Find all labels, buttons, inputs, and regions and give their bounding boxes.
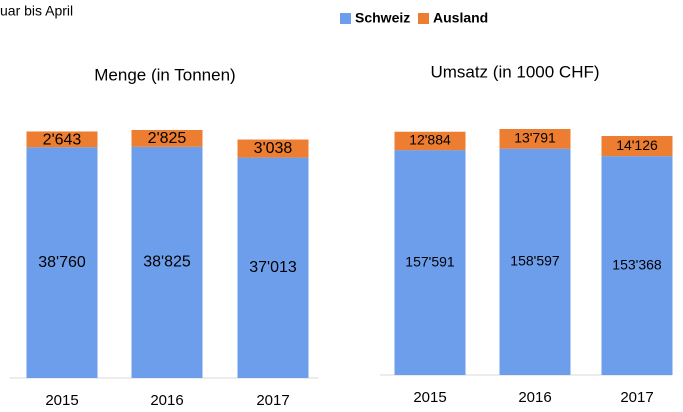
chart-title: Menge (in Tonnen): [94, 65, 235, 84]
data-label: 153'368: [612, 256, 662, 272]
data-label: 2'643: [43, 132, 82, 149]
legend-swatch: [418, 13, 429, 24]
legend-label: Schweiz: [355, 10, 410, 26]
data-label: 157'591: [405, 253, 455, 269]
x-tick-label: 2017: [620, 389, 653, 406]
data-label: 38'760: [38, 254, 86, 271]
bar-segment: [394, 150, 466, 375]
x-tick-label: 2017: [256, 392, 289, 409]
bar-segment: [394, 131, 466, 151]
data-label: 2'825: [148, 130, 187, 147]
bar-segment: [131, 130, 203, 147]
bar-segment: [601, 135, 673, 157]
chart-title: Umsatz (in 1000 CHF): [430, 62, 599, 81]
legend-label: Ausland: [433, 10, 488, 26]
data-label: 13'791: [514, 130, 556, 146]
bar-segment: [499, 148, 571, 375]
bar-segment: [131, 146, 203, 378]
bar-segment: [499, 129, 571, 149]
caption: uar bis April: [0, 3, 73, 19]
x-tick-label: 2016: [150, 392, 183, 409]
bar-segment: [26, 147, 98, 378]
data-label: 12'884: [409, 132, 451, 148]
x-tick-label: 2015: [413, 389, 446, 406]
data-label: 14'126: [616, 137, 658, 153]
bar-segment: [26, 131, 98, 148]
legend-swatch: [340, 13, 351, 24]
bar-segment: [601, 156, 673, 375]
bar-segment: [237, 139, 309, 158]
data-label: 38'825: [143, 254, 191, 271]
x-tick-label: 2016: [518, 389, 551, 406]
data-label: 3'038: [254, 140, 293, 157]
data-label: 158'597: [510, 253, 560, 269]
bar-segment: [237, 157, 309, 378]
x-tick-label: 2015: [45, 392, 78, 409]
data-label: 37'013: [249, 259, 297, 276]
